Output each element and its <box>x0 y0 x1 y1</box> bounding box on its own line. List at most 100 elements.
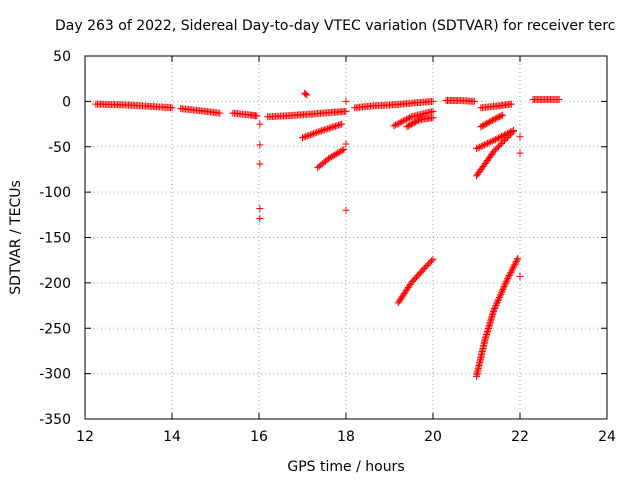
data-point <box>308 130 316 138</box>
data-point <box>406 114 414 122</box>
data-point <box>322 125 330 133</box>
x-tick-label: 24 <box>598 429 616 445</box>
data-point <box>415 116 422 124</box>
data-point <box>425 260 433 268</box>
x-tick-label: 16 <box>250 429 268 445</box>
x-tick-label: 12 <box>76 429 94 445</box>
data-point <box>342 206 350 214</box>
data-point <box>420 264 428 272</box>
data-point <box>492 301 500 309</box>
data-point <box>495 295 503 303</box>
data-point <box>508 265 516 273</box>
data-point <box>504 275 512 283</box>
data-point <box>476 143 484 151</box>
data-point <box>329 152 337 160</box>
data-point <box>487 138 495 146</box>
data-point <box>508 129 516 137</box>
data-point <box>316 127 324 135</box>
data-point <box>497 112 505 120</box>
x-axis-label: GPS time / hours <box>287 459 404 475</box>
data-point <box>342 140 350 148</box>
data-point <box>413 117 421 125</box>
data-point <box>503 133 511 141</box>
data-point <box>493 135 501 143</box>
data-point <box>330 123 338 131</box>
data-point <box>503 276 511 284</box>
data-markers <box>92 89 563 380</box>
chart-title: Day 263 of 2022, Sidereal Day-to-day VTE… <box>55 18 616 34</box>
y-tick-label: -50 <box>48 140 71 156</box>
data-point <box>305 131 313 139</box>
data-point <box>500 137 508 145</box>
x-tick-label: 14 <box>163 429 181 445</box>
data-point <box>409 120 417 128</box>
data-point <box>404 122 412 130</box>
y-tick-label: -150 <box>39 231 71 247</box>
data-point <box>488 137 496 145</box>
data-point <box>168 104 176 112</box>
data-point <box>480 141 488 149</box>
data-point <box>314 128 322 136</box>
data-point <box>555 96 563 104</box>
data-point <box>499 132 507 140</box>
data-point <box>490 116 498 124</box>
data-point <box>502 135 510 143</box>
data-point <box>496 292 504 300</box>
data-point <box>499 111 507 119</box>
data-point <box>334 149 342 157</box>
data-point <box>499 138 507 146</box>
data-point <box>342 107 350 115</box>
data-point <box>486 118 494 126</box>
data-point <box>335 148 343 156</box>
data-point <box>306 131 314 139</box>
data-point <box>256 204 264 212</box>
data-point <box>303 91 311 99</box>
data-point <box>482 140 490 148</box>
data-point <box>494 297 502 305</box>
data-point <box>496 141 504 149</box>
data-point <box>470 97 478 105</box>
data-point <box>495 293 503 301</box>
data-point <box>340 145 348 153</box>
data-point <box>300 133 308 141</box>
data-point <box>423 261 431 269</box>
data-point <box>429 114 437 122</box>
data-point <box>331 122 339 130</box>
data-point <box>299 134 306 142</box>
data-point <box>390 122 398 130</box>
data-point <box>505 271 513 279</box>
data-point <box>496 113 504 120</box>
data-point <box>507 100 515 108</box>
data-point <box>406 121 414 129</box>
data-point <box>410 119 418 127</box>
data-point <box>401 116 409 124</box>
data-point <box>512 257 520 265</box>
data-point <box>497 289 505 297</box>
data-point <box>311 129 319 137</box>
data-point <box>485 139 493 147</box>
data-point <box>494 134 502 142</box>
data-point <box>500 284 508 292</box>
y-tick-label: -300 <box>39 367 71 383</box>
data-point <box>335 121 343 129</box>
data-point <box>494 143 502 151</box>
data-point <box>480 121 488 129</box>
axis-ticks: 12 14 16 18 20 22 24 50 0 -50 -100 -150 -200 -250 -300… <box>39 49 616 445</box>
data-point <box>393 120 401 128</box>
x-tick-label: 18 <box>337 429 355 445</box>
data-point <box>319 126 327 134</box>
data-point <box>514 254 522 262</box>
y-tick-label: -350 <box>39 412 71 428</box>
data-point <box>511 259 519 267</box>
data-point <box>474 144 482 152</box>
data-point <box>497 140 505 148</box>
data-point <box>338 120 346 128</box>
data-point <box>502 279 510 287</box>
data-point <box>508 267 516 275</box>
data-point <box>325 155 333 163</box>
data-point <box>429 97 437 105</box>
data-point <box>506 130 514 138</box>
data-point <box>499 286 507 294</box>
y-tick-label: 50 <box>53 49 71 65</box>
